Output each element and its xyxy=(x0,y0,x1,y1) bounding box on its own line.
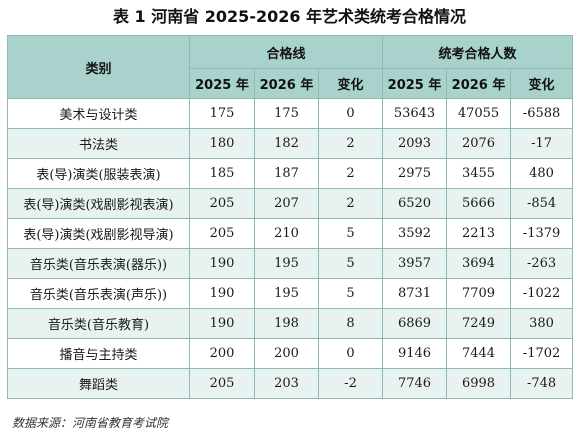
line-2026-cell: 187 xyxy=(254,158,319,189)
count-2026-cell: 5666 xyxy=(446,188,512,219)
count-2026-cell: 7709 xyxy=(446,278,512,309)
line-2025-cell: 205 xyxy=(189,368,255,399)
category-cell: 表(导)演类(服装表演) xyxy=(7,158,190,189)
header-count-2025: 2025 年 xyxy=(382,68,448,99)
line-change-cell: 0 xyxy=(317,338,384,369)
count-2026-cell: 2213 xyxy=(446,218,512,249)
header-pass-count-group: 统考合格人数 xyxy=(382,35,574,69)
category-cell: 书法类 xyxy=(7,128,190,159)
header-pass-line-group: 合格线 xyxy=(188,35,384,69)
line-2025-cell: 205 xyxy=(189,188,255,219)
category-cell: 播音与主持类 xyxy=(7,338,190,369)
count-change-cell: -263 xyxy=(510,248,574,279)
line-2025-cell: 185 xyxy=(189,158,255,189)
count-change-cell: -6588 xyxy=(510,98,574,129)
line-2026-cell: 203 xyxy=(254,368,319,399)
pass-statistics-table: 类别 合格线 统考合格人数 2025 年 2026 年 变化 2025 年 20… xyxy=(7,35,574,399)
count-2025-cell: 2093 xyxy=(382,128,448,159)
category-cell: 舞蹈类 xyxy=(7,368,190,399)
line-change-cell: 2 xyxy=(317,158,384,189)
line-2025-cell: 180 xyxy=(189,128,255,159)
line-2025-cell: 190 xyxy=(189,308,255,339)
table-title: 表 1 河南省 2025-2026 年艺术类统考合格情况 xyxy=(112,7,467,26)
count-2026-cell: 6998 xyxy=(446,368,512,399)
count-2026-cell: 7444 xyxy=(446,338,512,369)
count-change-cell: 380 xyxy=(510,308,574,339)
count-2026-cell: 7249 xyxy=(446,308,512,339)
table-row: 音乐类(音乐表演(器乐)) 190 195 5 3957 3694 -263 xyxy=(7,248,574,279)
count-change-cell: -17 xyxy=(510,128,574,159)
line-2025-cell: 190 xyxy=(189,278,255,309)
count-change-cell: -748 xyxy=(510,368,574,399)
count-2025-cell: 53643 xyxy=(382,98,448,129)
table-row: 表(导)演类(戏剧影视导演) 205 210 5 3592 2213 -1379 xyxy=(7,218,574,249)
header-line-2026: 2026 年 xyxy=(254,68,319,99)
category-cell: 表(导)演类(戏剧影视表演) xyxy=(7,188,190,219)
header-count-change: 变化 xyxy=(510,68,574,99)
count-2025-cell: 3592 xyxy=(382,218,448,249)
header-line-change: 变化 xyxy=(317,68,384,99)
table-row: 表(导)演类(戏剧影视表演) 205 207 2 6520 5666 -854 xyxy=(7,188,574,219)
category-cell: 音乐类(音乐表演(声乐)) xyxy=(7,278,190,309)
count-2025-cell: 9146 xyxy=(382,338,448,369)
table-row: 美术与设计类 175 175 0 53643 47055 -6588 xyxy=(7,98,574,129)
line-2025-cell: 205 xyxy=(189,218,255,249)
line-2026-cell: 195 xyxy=(254,248,319,279)
line-2026-cell: 198 xyxy=(254,308,319,339)
line-2025-cell: 175 xyxy=(189,98,255,129)
table-row: 音乐类(音乐表演(声乐)) 190 195 5 8731 7709 -1022 xyxy=(7,278,574,309)
line-2025-cell: 200 xyxy=(189,338,255,369)
line-change-cell: 5 xyxy=(317,218,384,249)
count-change-cell: -1022 xyxy=(510,278,574,309)
line-change-cell: 2 xyxy=(317,188,384,219)
line-change-cell: 5 xyxy=(317,248,384,279)
table-header: 类别 合格线 统考合格人数 2025 年 2026 年 变化 2025 年 20… xyxy=(7,35,574,99)
category-cell: 音乐类(音乐教育) xyxy=(7,308,190,339)
table-row: 书法类 180 182 2 2093 2076 -17 xyxy=(7,128,574,159)
table-row: 表(导)演类(服装表演) 185 187 2 2975 3455 480 xyxy=(7,158,574,189)
table-body: 美术与设计类 175 175 0 53643 47055 -6588 书法类 180 182 2 20… xyxy=(7,98,574,399)
header-count-2026: 2026 年 xyxy=(446,68,512,99)
count-2025-cell: 6869 xyxy=(382,308,448,339)
line-2026-cell: 175 xyxy=(254,98,319,129)
line-2026-cell: 182 xyxy=(254,128,319,159)
line-change-cell: 2 xyxy=(317,128,384,159)
count-2025-cell: 2975 xyxy=(382,158,448,189)
count-2025-cell: 6520 xyxy=(382,188,448,219)
line-change-cell: 5 xyxy=(317,278,384,309)
count-2026-cell: 2076 xyxy=(446,128,512,159)
count-2025-cell: 3957 xyxy=(382,248,448,279)
count-2025-cell: 8731 xyxy=(382,278,448,309)
count-change-cell: 480 xyxy=(510,158,574,189)
table-row: 播音与主持类 200 200 0 9146 7444 -1702 xyxy=(7,338,574,369)
table-row: 音乐类(音乐教育) 190 198 8 6869 7249 380 xyxy=(7,308,574,339)
category-cell: 表(导)演类(戏剧影视导演) xyxy=(7,218,190,249)
line-2026-cell: 210 xyxy=(254,218,319,249)
count-2026-cell: 3455 xyxy=(446,158,512,189)
count-change-cell: -1379 xyxy=(510,218,574,249)
line-2026-cell: 200 xyxy=(254,338,319,369)
header-category: 类别 xyxy=(7,35,190,99)
data-source-note: 数据来源：河南省教育考试院 xyxy=(12,416,169,430)
line-2026-cell: 195 xyxy=(254,278,319,309)
category-cell: 美术与设计类 xyxy=(7,98,190,129)
line-change-cell: -2 xyxy=(317,368,384,399)
category-cell: 音乐类(音乐表演(器乐)) xyxy=(7,248,190,279)
count-change-cell: -854 xyxy=(510,188,574,219)
header-line-2025: 2025 年 xyxy=(189,68,255,99)
count-2026-cell: 3694 xyxy=(446,248,512,279)
count-change-cell: -1702 xyxy=(510,338,574,369)
count-2025-cell: 7746 xyxy=(382,368,448,399)
count-2026-cell: 47055 xyxy=(446,98,512,129)
line-change-cell: 8 xyxy=(317,308,384,339)
line-change-cell: 0 xyxy=(317,98,384,129)
line-2025-cell: 190 xyxy=(189,248,255,279)
line-2026-cell: 207 xyxy=(254,188,319,219)
table-row: 舞蹈类 205 203 -2 7746 6998 -748 xyxy=(7,368,574,399)
